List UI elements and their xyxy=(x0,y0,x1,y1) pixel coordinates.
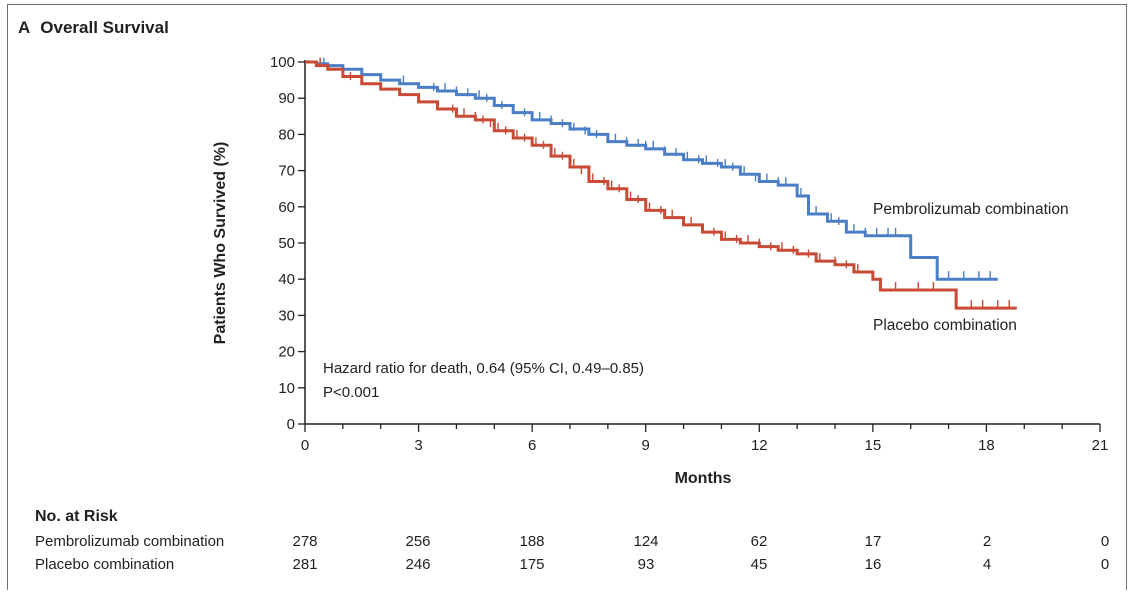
x-tick-label: 6 xyxy=(528,437,536,454)
risk-row-label-pembrolizumab: Pembrolizumab combination xyxy=(35,533,225,550)
y-axis-label: Patients Who Survived (%) xyxy=(212,141,229,345)
x-tick-label: 9 xyxy=(642,437,650,454)
risk-value: 16 xyxy=(864,556,882,573)
risk-value: 4 xyxy=(982,556,992,573)
frame-border-left xyxy=(7,4,8,590)
risk-value: 0 xyxy=(1100,533,1110,550)
y-tick-label: 90 xyxy=(278,90,295,107)
p-value-annotation: P<0.001 xyxy=(323,384,380,401)
x-tick-label: 0 xyxy=(301,437,309,454)
panel-title-text: Overall Survival xyxy=(40,18,169,37)
panel-letter: A xyxy=(18,18,31,37)
pembrolizumab-series-label: Pembrolizumab combination xyxy=(873,201,1069,218)
risk-value: 256 xyxy=(405,533,431,550)
placebo-survival-curve xyxy=(305,60,1017,310)
frame-border-right xyxy=(1126,4,1127,590)
risk-value: 278 xyxy=(292,533,318,550)
x-tick-label: 3 xyxy=(414,437,422,454)
risk-value: 281 xyxy=(292,556,318,573)
x-tick-label: 15 xyxy=(865,437,882,454)
panel-title: A Overall Survival xyxy=(18,18,169,38)
y-tick-label: 0 xyxy=(287,416,295,433)
y-tick-label: 100 xyxy=(270,54,295,71)
risk-value: 93 xyxy=(637,556,655,573)
risk-value: 62 xyxy=(750,533,768,550)
y-tick-label: 70 xyxy=(278,163,295,180)
placebo-series-label: Placebo combination xyxy=(873,317,1017,334)
risk-value: 2 xyxy=(982,533,992,550)
risk-value: 246 xyxy=(405,556,431,573)
risk-value: 175 xyxy=(519,556,545,573)
hazard-ratio-annotation: Hazard ratio for death, 0.64 (95% CI, 0.… xyxy=(323,360,645,377)
risk-value: 124 xyxy=(633,533,659,550)
x-tick-label: 18 xyxy=(978,437,995,454)
y-tick-label: 40 xyxy=(278,271,295,288)
risk-row-label-placebo: Placebo combination xyxy=(35,556,175,573)
risk-value: 17 xyxy=(864,533,882,550)
risk-value: 188 xyxy=(519,533,545,550)
y-tick-label: 50 xyxy=(278,235,295,252)
x-axis-label: Months xyxy=(674,470,732,487)
frame-border-top xyxy=(7,4,1127,5)
risk-value: 0 xyxy=(1100,556,1110,573)
x-tick-label: 12 xyxy=(751,437,768,454)
x-tick-label: 21 xyxy=(1092,437,1109,454)
risk-value: 45 xyxy=(750,556,768,573)
y-tick-label: 60 xyxy=(278,199,295,216)
y-tick-label: 80 xyxy=(278,126,295,143)
y-tick-label: 10 xyxy=(278,380,295,397)
risk-table-title: No. at Risk xyxy=(35,508,118,525)
y-tick-label: 30 xyxy=(278,307,295,324)
y-tick-label: 20 xyxy=(278,344,295,361)
